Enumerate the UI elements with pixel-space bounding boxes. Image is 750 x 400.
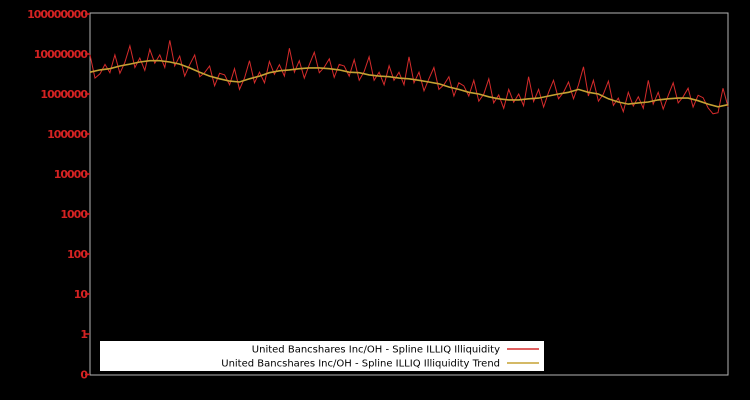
- y-tick-label: 10000: [54, 168, 89, 181]
- y-tick-label: 100000: [47, 128, 88, 141]
- y-tick-label: 100000000: [27, 8, 88, 21]
- y-tick-label: 100: [67, 248, 88, 261]
- y-axis: 0 1 10 100 1000 10000 100000 1000000 10000000 100…: [27, 8, 90, 382]
- series-trend-line: [89, 59, 729, 108]
- y-tick-label: 10: [74, 288, 89, 301]
- y-tick-label: 1000: [60, 208, 88, 221]
- series-illiquidity-line: [89, 40, 729, 115]
- y-tick-label: 1: [80, 328, 87, 341]
- y-tick-label: 1000000: [40, 88, 88, 101]
- legend-label-trend: United Bancshares Inc/OH - Spline ILLIQ …: [221, 359, 500, 370]
- y-tick-label: 10000000: [34, 48, 89, 61]
- legend: United Bancshares Inc/OH - Spline ILLIQ …: [100, 341, 544, 371]
- plot-border: [89, 12, 729, 376]
- y-tick-label: 0: [80, 369, 88, 382]
- legend-label-illiquidity: United Bancshares Inc/OH - Spline ILLIQ …: [252, 345, 500, 356]
- legend-box: [100, 341, 544, 371]
